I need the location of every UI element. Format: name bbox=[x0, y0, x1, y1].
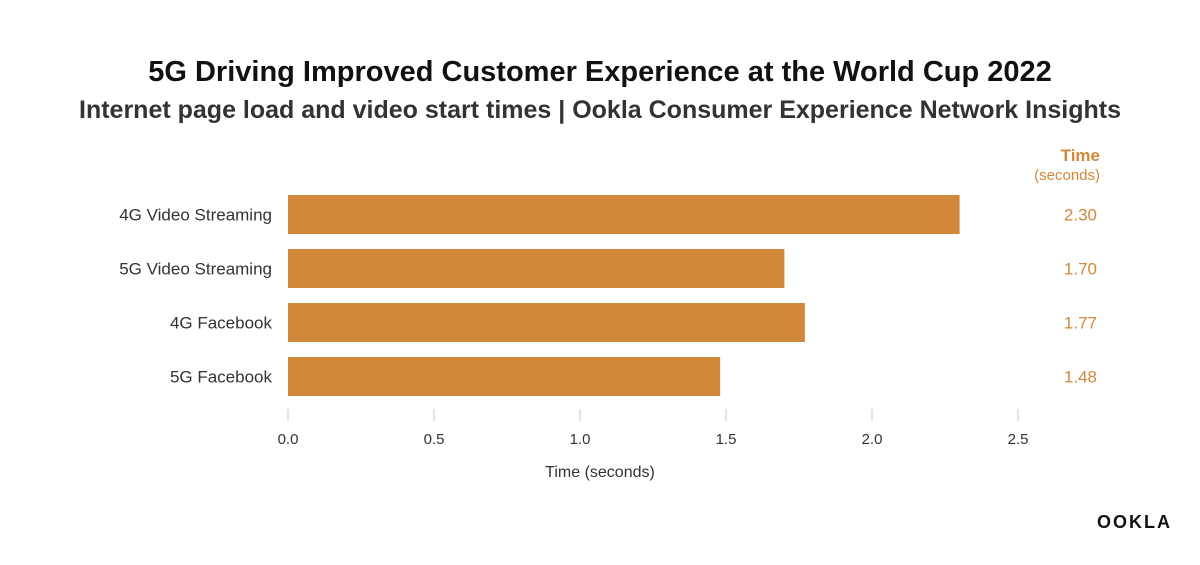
bar-4 bbox=[288, 357, 721, 396]
category-label: 5G Facebook bbox=[170, 368, 273, 387]
bars-group bbox=[288, 195, 960, 396]
value-label: 1.48 bbox=[1064, 368, 1097, 387]
value-labels: 2.30 1.70 1.77 1.48 bbox=[1064, 206, 1097, 387]
ookla-logo: OOKLA bbox=[1097, 512, 1172, 532]
x-tick-label: 2.5 bbox=[1008, 431, 1029, 448]
category-label: 4G Video Streaming bbox=[119, 206, 272, 225]
bar-3 bbox=[288, 303, 805, 342]
value-header-title: Time bbox=[1060, 146, 1100, 165]
chart-title: 5G Driving Improved Customer Experience … bbox=[148, 56, 1052, 88]
bar-1 bbox=[288, 195, 960, 234]
value-label: 1.70 bbox=[1064, 260, 1097, 279]
value-header-unit: (seconds) bbox=[1034, 167, 1100, 184]
x-tick-label: 1.0 bbox=[570, 431, 591, 448]
category-labels: 4G Video Streaming 5G Video Streaming 4G F… bbox=[119, 206, 272, 387]
value-label: 1.77 bbox=[1064, 314, 1097, 333]
x-tick-label: 0.5 bbox=[424, 431, 445, 448]
x-tick-label: 0.0 bbox=[278, 431, 299, 448]
x-axis: 0.0 0.5 1.0 1.5 2.0 2.5 bbox=[278, 409, 1029, 448]
chart-subtitle: Internet page load and video start times… bbox=[79, 96, 1121, 124]
value-label: 2.30 bbox=[1064, 206, 1097, 225]
bar-2 bbox=[288, 249, 785, 288]
value-column-header: Time (seconds) bbox=[1034, 146, 1100, 184]
x-axis-label: Time (seconds) bbox=[545, 464, 655, 481]
category-label: 4G Facebook bbox=[170, 314, 273, 333]
category-label: 5G Video Streaming bbox=[119, 260, 272, 279]
x-tick-label: 1.5 bbox=[716, 431, 737, 448]
x-tick-label: 2.0 bbox=[862, 431, 883, 448]
